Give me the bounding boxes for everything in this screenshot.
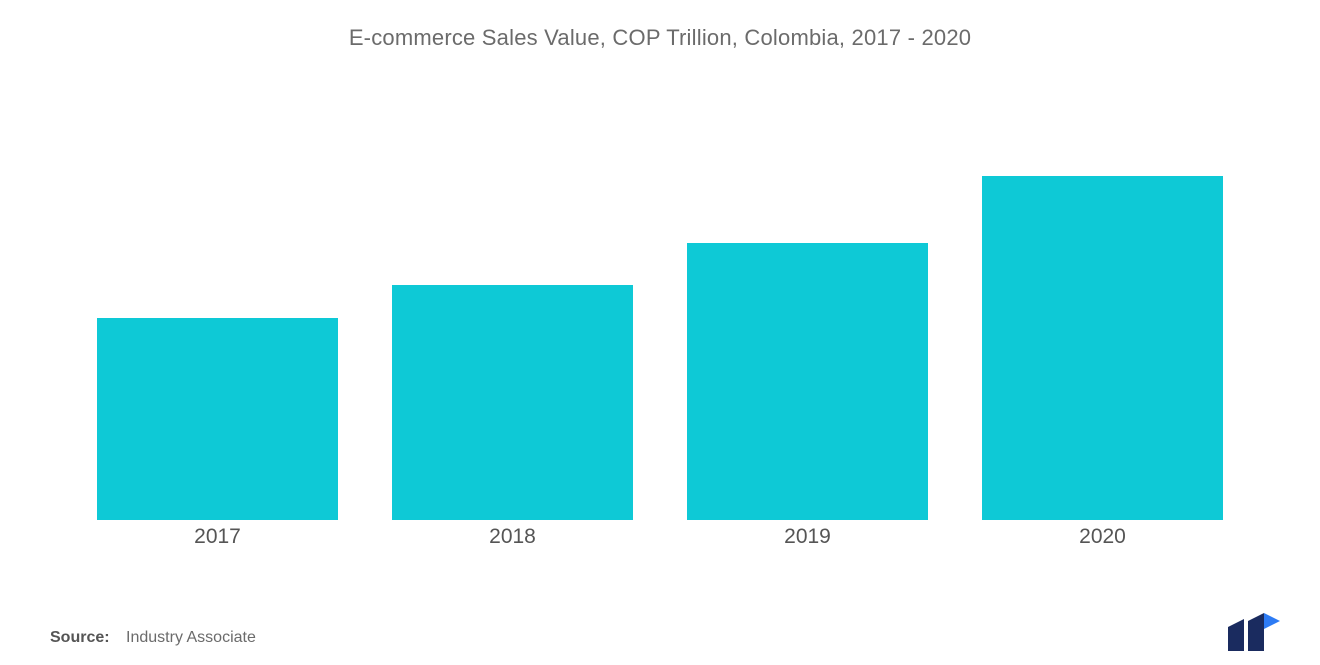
bar (97, 318, 339, 520)
x-axis-label: 2019 (660, 525, 955, 549)
logo-bar-1 (1228, 619, 1244, 651)
bar-slot (660, 100, 955, 520)
logo-bar-2 (1248, 613, 1264, 651)
bar (687, 243, 929, 520)
x-axis-labels: 2017201820192020 (70, 525, 1250, 549)
x-axis-label: 2018 (365, 525, 660, 549)
bar-slot (365, 100, 660, 520)
bar (392, 285, 634, 520)
chart-container: E-commerce Sales Value, COP Trillion, Co… (40, 0, 1280, 665)
x-axis-label: 2020 (955, 525, 1250, 549)
bar (982, 176, 1224, 520)
logo-accent (1264, 613, 1280, 629)
plot-area (70, 100, 1250, 520)
x-axis-label: 2017 (70, 525, 365, 549)
source-label: Source: (50, 629, 110, 646)
source-value: Industry Associate (126, 629, 256, 646)
brand-logo-icon (1224, 613, 1280, 651)
source-footer: Source: Industry Associate (50, 629, 256, 647)
bars-row (70, 100, 1250, 520)
bar-slot (955, 100, 1250, 520)
bar-slot (70, 100, 365, 520)
chart-title: E-commerce Sales Value, COP Trillion, Co… (40, 0, 1280, 51)
